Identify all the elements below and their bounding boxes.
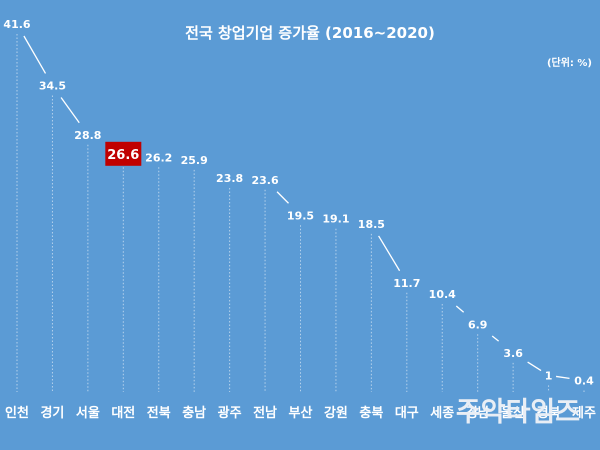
- category-label: 세종: [430, 406, 454, 421]
- category-label: 전북: [147, 405, 171, 421]
- category-label: 대구: [395, 406, 419, 421]
- category-label: 서울: [76, 405, 100, 421]
- series-segment: [491, 335, 500, 342]
- watermark: 주악타임즈: [456, 397, 580, 428]
- category-label: 경기: [40, 405, 64, 421]
- highlight-box: [105, 141, 142, 166]
- data-label: 19.1: [322, 213, 349, 226]
- category-label: 부산: [289, 405, 313, 421]
- category-label: 전남: [253, 405, 277, 421]
- data-label: 26.2: [145, 151, 172, 164]
- unit-label: (단위: %): [547, 56, 592, 69]
- data-label: 6.9: [468, 318, 488, 331]
- series-segment: [378, 235, 401, 272]
- data-label: 23.8: [216, 172, 243, 185]
- data-label: 26.6: [107, 148, 139, 163]
- category-labels: 인천 경기 서울 대전 전북 충남 광주 전남 부산 강원 충북 대구 세종 경남 울산 경북 제주: [5, 405, 596, 421]
- data-label: 3.6: [503, 347, 523, 360]
- data-label: 11.7: [393, 277, 420, 290]
- series-segment: [60, 97, 80, 124]
- category-label: 제주: [572, 406, 596, 421]
- series-line: [23, 35, 570, 380]
- category-label: 강원: [324, 405, 348, 421]
- category-label: 울산: [501, 405, 525, 421]
- data-labels: 41.6 34.5 28.8 26.6 26.2 25.9 23.8 23.6 19.5 19.1…: [3, 18, 594, 388]
- data-label: 0.4: [574, 375, 594, 388]
- data-label: 10.4: [429, 288, 456, 301]
- category-label: 충북: [359, 405, 383, 421]
- category-label: 광주: [218, 406, 242, 421]
- drop-lines: [16, 34, 585, 392]
- category-label: 경남: [466, 405, 490, 421]
- data-label: 34.5: [39, 79, 66, 92]
- category-label: 충남: [182, 405, 206, 421]
- data-label: 18.5: [358, 218, 385, 231]
- data-label: 28.8: [74, 129, 101, 142]
- chart-title: 전국 창업기업 증가율 (2016~2020): [185, 24, 435, 42]
- series-segment: [555, 375, 570, 380]
- category-label: 대전: [111, 405, 135, 421]
- series-segment: [527, 361, 542, 372]
- data-label: 1: [545, 369, 553, 382]
- data-label: 25.9: [181, 154, 208, 167]
- data-label: 41.6: [3, 18, 30, 31]
- category-label: 인천: [5, 405, 29, 421]
- series-segment: [23, 35, 47, 74]
- category-label: 경북: [537, 405, 561, 421]
- series-segment: [455, 305, 465, 313]
- data-label: 19.5: [287, 209, 314, 222]
- series-segment: [276, 191, 289, 204]
- data-label: 23.6: [251, 174, 278, 187]
